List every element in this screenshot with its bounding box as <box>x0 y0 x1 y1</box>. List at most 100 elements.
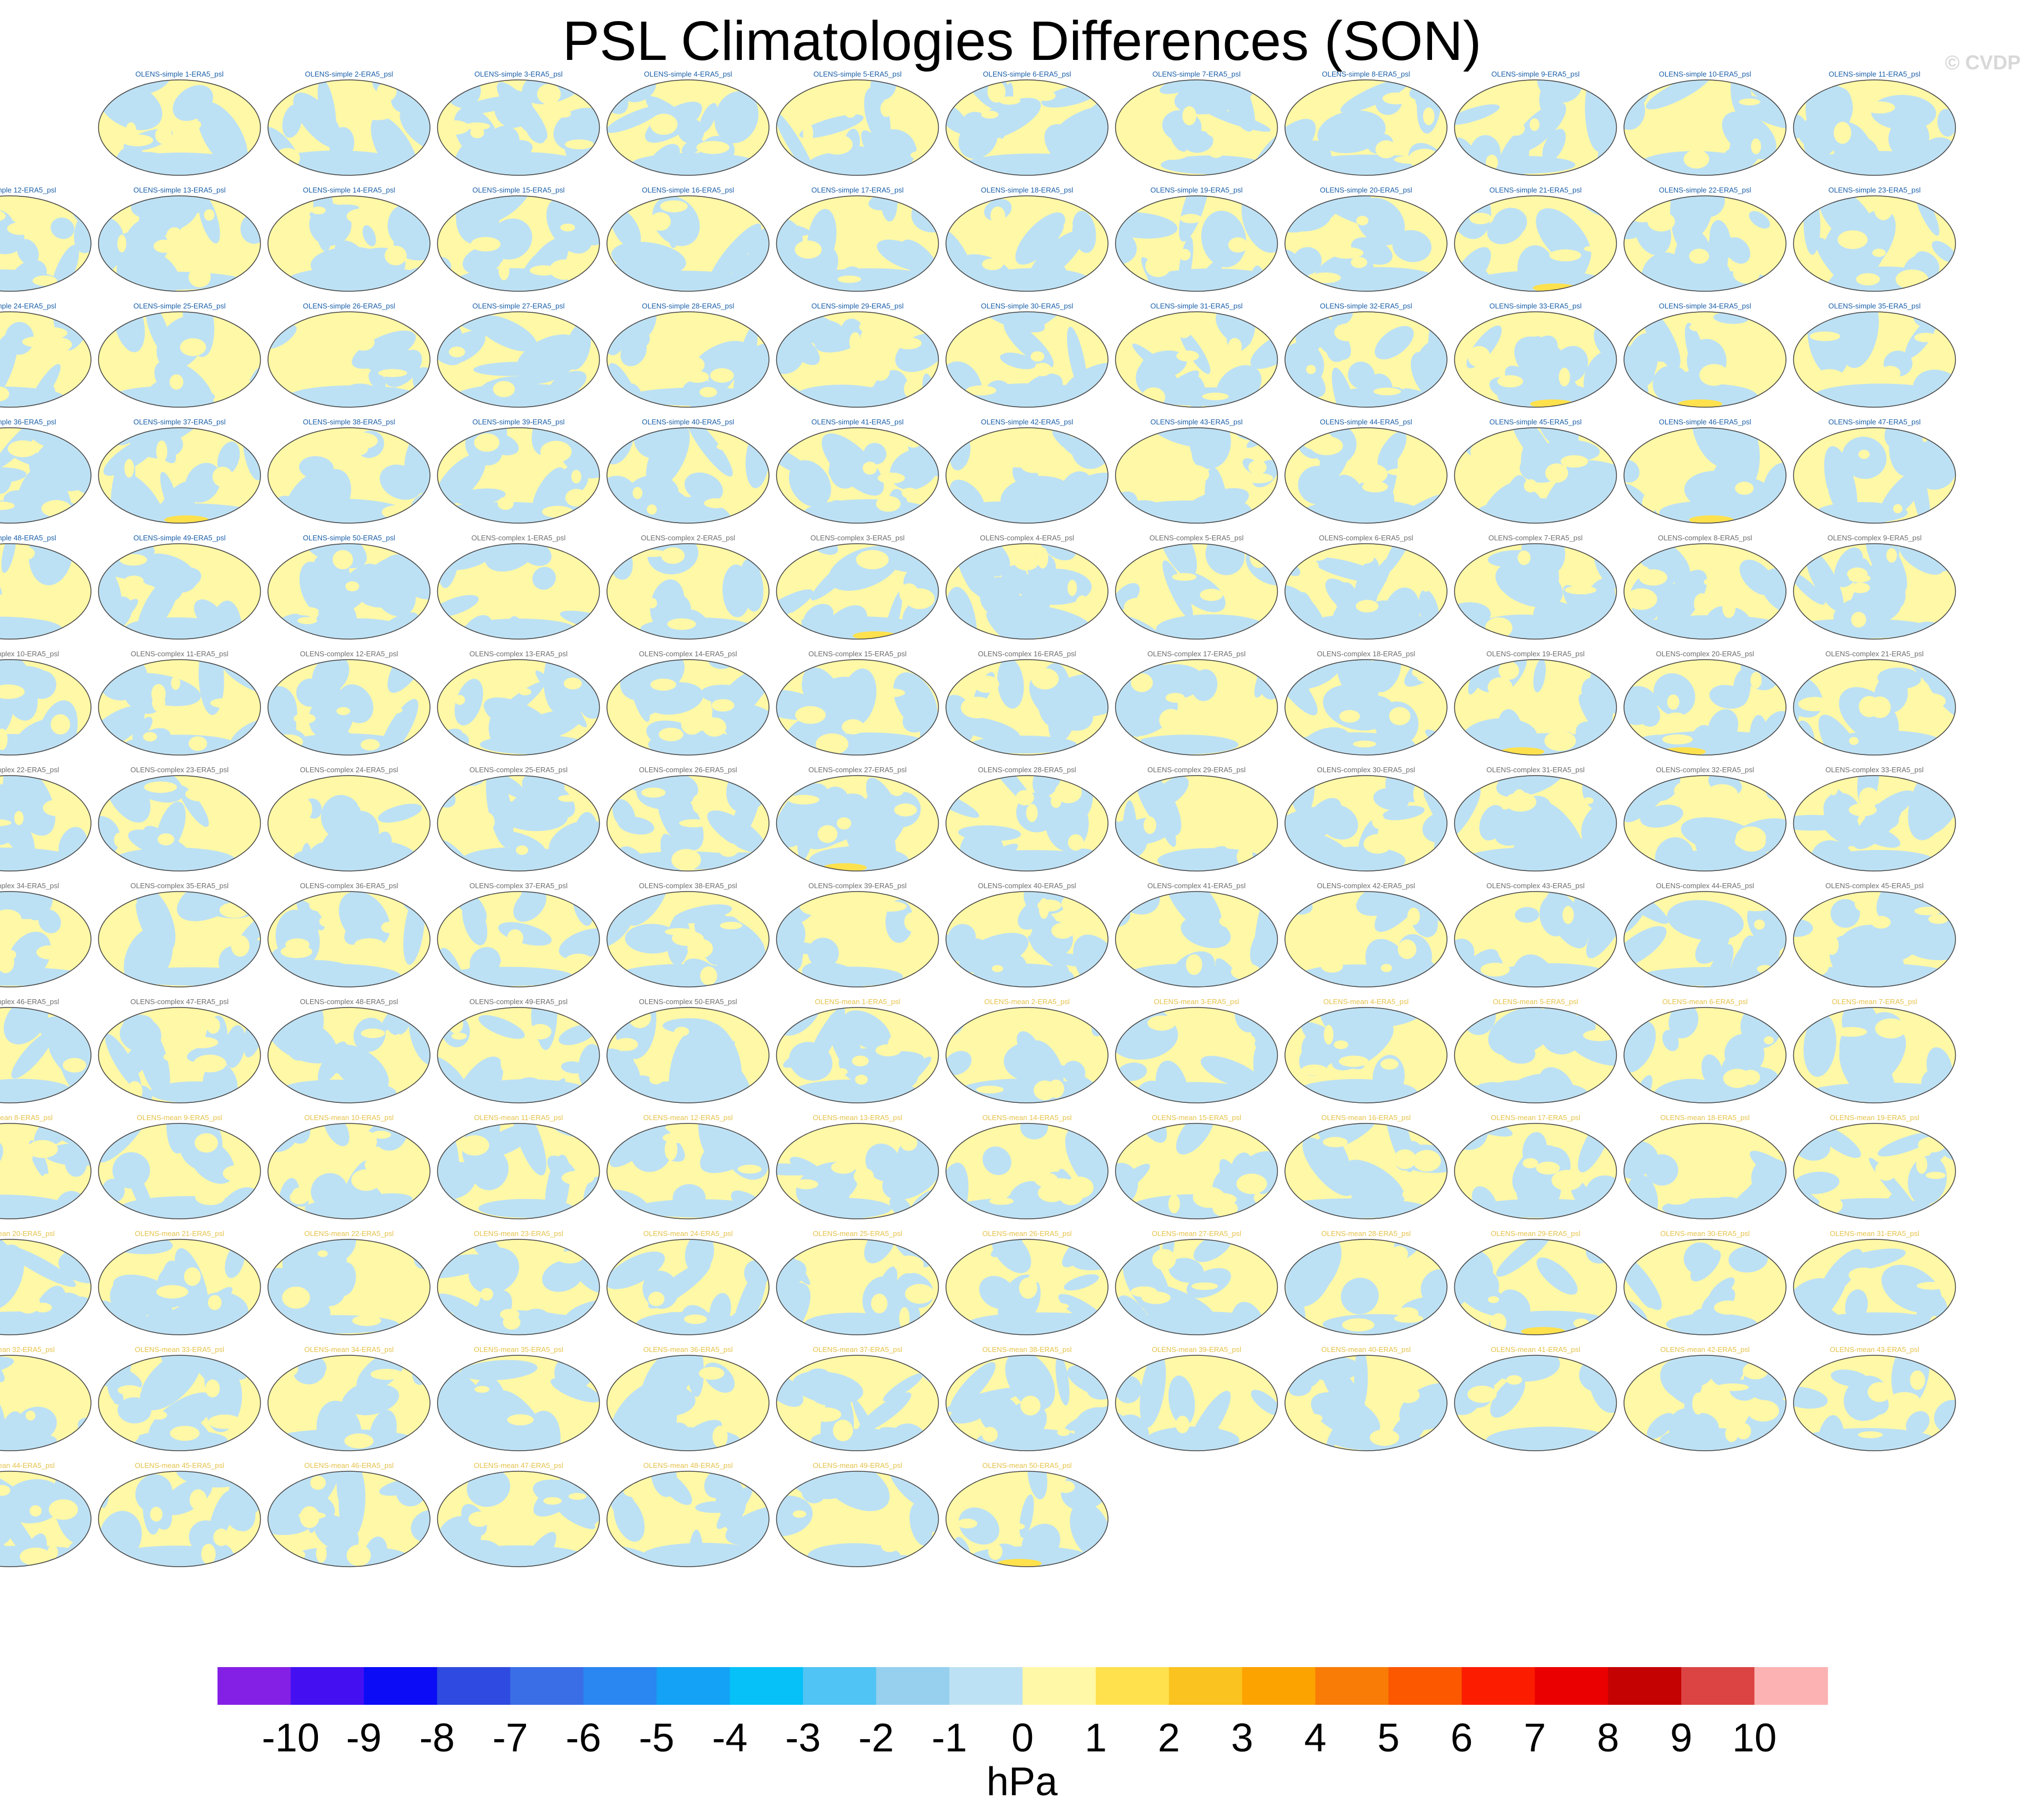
cvdp-watermark: © CVDP <box>1945 51 2021 74</box>
panel-title: OLENS-complex 6-ERA5_psl <box>1319 534 1413 542</box>
panel-title: OLENS-complex 11-ERA5_psl <box>130 650 228 658</box>
panel-title: OLENS-complex 37-ERA5_psl <box>469 882 568 890</box>
map-panel: OLENS-simple 1-ERA5_psl <box>98 70 261 176</box>
panel-title: OLENS-simple 34-ERA5_psl <box>1659 302 1751 310</box>
panel-title: OLENS-complex 35-ERA5_psl <box>130 882 229 890</box>
panel-title: OLENS-mean 25-ERA5_psl <box>813 1229 902 1238</box>
map-panel: OLENS-complex 4-ERA5_psl <box>945 534 1109 640</box>
panel-title: OLENS-complex 3-ERA5_psl <box>811 534 905 542</box>
colorbar-box <box>363 1667 438 1705</box>
map-panel: OLENS-mean 3-ERA5_psl <box>1115 997 1278 1103</box>
panel-title: OLENS-mean 47-ERA5_psl <box>474 1461 563 1470</box>
panel-title: OLENS-mean 45-ERA5_psl <box>135 1461 224 1470</box>
panel-title: OLENS-mean 15-ERA5_psl <box>1152 1113 1241 1122</box>
panel-title: OLENS-complex 28-ERA5_psl <box>978 766 1076 774</box>
panel-title: OLENS-complex 5-ERA5_psl <box>1150 534 1244 542</box>
panel-title: OLENS-mean 30-ERA5_psl <box>1660 1229 1749 1238</box>
panel-title: OLENS-simple 24-ERA5_psl <box>0 302 56 310</box>
map-panel: OLENS-mean 40-ERA5_psl <box>1284 1345 1448 1451</box>
colorbar-tick-label: -6 <box>566 1716 601 1760</box>
panel-title: OLENS-mean 2-ERA5_psl <box>984 997 1070 1006</box>
panel-title: OLENS-mean 22-ERA5_psl <box>304 1229 393 1238</box>
panel-title: OLENS-complex 20-ERA5_psl <box>1656 650 1754 658</box>
map-panel: OLENS-mean 50-ERA5_psl <box>945 1461 1109 1567</box>
panel-title: OLENS-complex 23-ERA5_psl <box>130 766 229 774</box>
panel-title: OLENS-simple 38-ERA5_psl <box>303 418 395 426</box>
panel-title: OLENS-complex 19-ERA5_psl <box>1486 650 1585 658</box>
map-panel: OLENS-simple 44-ERA5_psl <box>1284 418 1448 524</box>
panel-title: OLENS-mean 50-ERA5_psl <box>982 1461 1071 1470</box>
colorbar-tick-label: -9 <box>346 1716 382 1760</box>
panel-title: OLENS-complex 43-ERA5_psl <box>1486 882 1585 890</box>
panel-title: OLENS-mean 44-ERA5_psl <box>0 1461 55 1470</box>
panel-title: OLENS-complex 27-ERA5_psl <box>808 766 907 774</box>
panel-title: OLENS-simple 12-ERA5_psl <box>0 186 56 194</box>
panel-title: OLENS-mean 16-ERA5_psl <box>1321 1113 1410 1122</box>
map-panel: OLENS-mean 46-ERA5_psl <box>267 1461 431 1567</box>
colorbar-box <box>1242 1667 1316 1705</box>
map-panel: OLENS-simple 33-ERA5_psl <box>1454 302 1617 408</box>
colorbar-tick-label: 2 <box>1158 1716 1180 1760</box>
panel-title: OLENS-simple 48-ERA5_psl <box>0 534 56 542</box>
colorbar-box <box>217 1667 291 1705</box>
map-panel: OLENS-simple 6-ERA5_psl <box>945 70 1109 176</box>
panel-title: OLENS-mean 36-ERA5_psl <box>643 1345 732 1354</box>
colorbar-box <box>1535 1667 1608 1705</box>
panel-title: OLENS-simple 16-ERA5_psl <box>642 186 734 194</box>
map-panel: OLENS-complex 41-ERA5_psl <box>1115 882 1278 987</box>
panel-title: OLENS-complex 15-ERA5_psl <box>808 650 907 658</box>
colorbar-tick-label: -7 <box>493 1716 528 1760</box>
panel-title: OLENS-mean 37-ERA5_psl <box>813 1345 902 1354</box>
panel-title: OLENS-complex 9-ERA5_psl <box>1828 534 1922 542</box>
panel-title: OLENS-mean 13-ERA5_psl <box>813 1113 902 1122</box>
panel-title: OLENS-simple 32-ERA5_psl <box>1320 302 1412 310</box>
map-panel: OLENS-mean 9-ERA5_psl <box>98 1113 261 1219</box>
panel-title: OLENS-simple 40-ERA5_psl <box>642 418 734 426</box>
panel-title: OLENS-simple 23-ERA5_psl <box>1828 186 1920 194</box>
map-panel: OLENS-simple 36-ERA5_psl <box>0 418 92 524</box>
map-panel: OLENS-complex 27-ERA5_psl <box>776 766 939 872</box>
panel-title: OLENS-mean 29-ERA5_psl <box>1491 1229 1580 1238</box>
colorbar-tick-label: 10 <box>1732 1716 1777 1760</box>
panel-title: OLENS-complex 16-ERA5_psl <box>978 650 1076 658</box>
panel-title: OLENS-simple 22-ERA5_psl <box>1659 186 1751 194</box>
panel-title: OLENS-mean 7-ERA5_psl <box>1832 997 1917 1006</box>
colorbar-tick-label: 7 <box>1524 1716 1546 1760</box>
colorbar-box <box>1754 1667 1828 1705</box>
panel-title: OLENS-complex 46-ERA5_psl <box>0 997 59 1006</box>
map-panel: OLENS-mean 7-ERA5_psl <box>1793 997 1956 1103</box>
panel-title: OLENS-mean 33-ERA5_psl <box>135 1345 224 1354</box>
map-panel: OLENS-complex 47-ERA5_psl <box>98 997 261 1103</box>
colorbar-tick-label: -4 <box>712 1716 747 1760</box>
panel-title: OLENS-simple 45-ERA5_psl <box>1489 418 1581 426</box>
colorbar-tick-label: 0 <box>1011 1716 1034 1760</box>
map-panel: OLENS-mean 35-ERA5_psl <box>437 1345 600 1451</box>
colorbar-box <box>1461 1667 1535 1705</box>
map-panel: OLENS-complex 50-ERA5_psl <box>606 997 770 1103</box>
map-panel: OLENS-mean 34-ERA5_psl <box>267 1345 431 1451</box>
panel-title: OLENS-complex 2-ERA5_psl <box>641 534 735 542</box>
panel-title: OLENS-simple 27-ERA5_psl <box>472 302 564 310</box>
panel-title: OLENS-mean 28-ERA5_psl <box>1321 1229 1410 1238</box>
colorbar-box <box>437 1667 511 1705</box>
map-panel: OLENS-complex 22-ERA5_psl <box>0 766 92 872</box>
panel-title: OLENS-simple 14-ERA5_psl <box>303 186 395 194</box>
map-panel: OLENS-complex 40-ERA5_psl <box>945 882 1109 987</box>
panel-title: OLENS-simple 5-ERA5_psl <box>813 70 902 78</box>
panel-title: OLENS-mean 31-ERA5_psl <box>1830 1229 1919 1238</box>
map-panel: OLENS-simple 4-ERA5_psl <box>606 70 770 176</box>
panel-title: OLENS-complex 24-ERA5_psl <box>300 766 398 774</box>
colorbar-tick-label: -8 <box>419 1716 455 1760</box>
colorbar-box <box>730 1667 803 1705</box>
map-panel: OLENS-simple 7-ERA5_psl <box>1115 70 1278 176</box>
panel-title: OLENS-complex 48-ERA5_psl <box>300 997 398 1006</box>
map-panel: OLENS-complex 33-ERA5_psl <box>1793 766 1956 872</box>
panel-title: OLENS-complex 14-ERA5_psl <box>639 650 737 658</box>
map-panel: OLENS-mean 37-ERA5_psl <box>776 1345 939 1451</box>
colorbar-tick-label: -2 <box>858 1716 894 1760</box>
panel-title: OLENS-simple 17-ERA5_psl <box>811 186 903 194</box>
colorbar-box <box>656 1667 730 1705</box>
panel-title: OLENS-mean 38-ERA5_psl <box>982 1345 1071 1354</box>
